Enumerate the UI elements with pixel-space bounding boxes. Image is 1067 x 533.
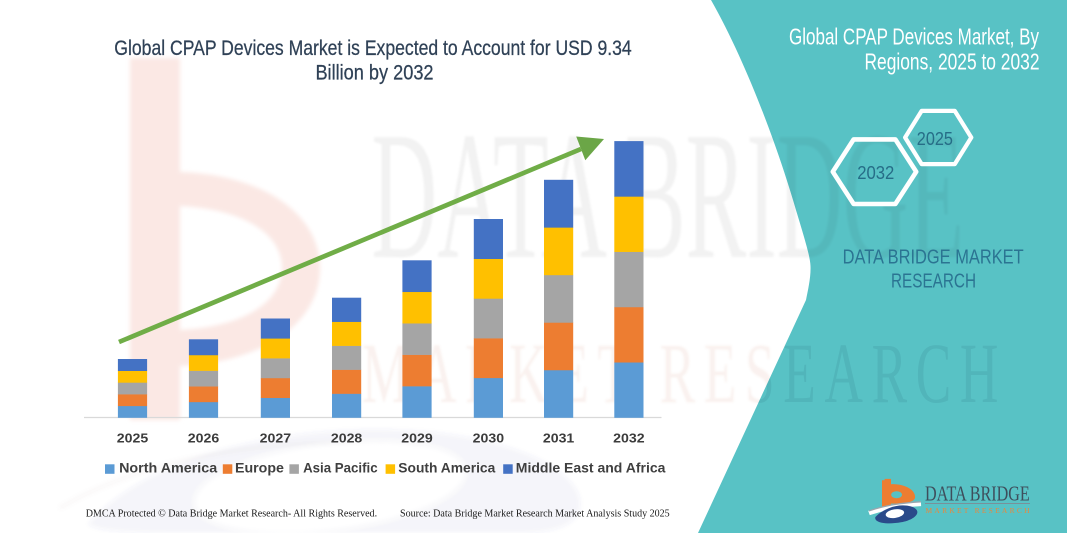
svg-text:2032: 2032	[857, 163, 894, 183]
svg-text:2025: 2025	[117, 430, 148, 445]
svg-text:2025: 2025	[917, 129, 953, 149]
svg-text:Billion by 2032: Billion by 2032	[315, 61, 433, 85]
svg-text:Global CPAP Devices Market is: Global CPAP Devices Market is Expected t…	[114, 36, 632, 60]
svg-text:Asia Pacific: Asia Pacific	[303, 459, 378, 475]
svg-text:DATA BRIDGE MARKET: DATA BRIDGE MARKET	[843, 246, 1024, 269]
svg-text:2028: 2028	[331, 430, 362, 445]
svg-text:Europe: Europe	[235, 459, 284, 475]
svg-text:2027: 2027	[260, 430, 291, 445]
svg-text:2031: 2031	[543, 430, 574, 445]
svg-text:RESEARCH: RESEARCH	[891, 270, 976, 293]
svg-text:2029: 2029	[401, 430, 432, 445]
svg-text:2030: 2030	[473, 430, 504, 445]
svg-text:DATA BRIDGE: DATA BRIDGE	[925, 482, 1030, 506]
svg-text:DMCA Protected © Data Bridge M: DMCA Protected © Data Bridge Market Rese…	[86, 507, 378, 519]
svg-text:Source: Data Bridge Market Res: Source: Data Bridge Market Research Mark…	[400, 507, 670, 519]
svg-text:North America: North America	[119, 459, 217, 475]
svg-text:Global CPAP Devices Market, By: Global CPAP Devices Market, By	[789, 24, 1039, 50]
svg-text:2032: 2032	[613, 430, 644, 445]
svg-text:2026: 2026	[188, 430, 219, 445]
svg-text:Middle East and Africa: Middle East and Africa	[516, 459, 666, 475]
svg-text:South America: South America	[398, 459, 495, 475]
svg-text:Regions, 2025 to 2032: Regions, 2025 to 2032	[865, 49, 1040, 75]
svg-text:MARKET RESEARCH: MARKET RESEARCH	[926, 506, 1031, 515]
